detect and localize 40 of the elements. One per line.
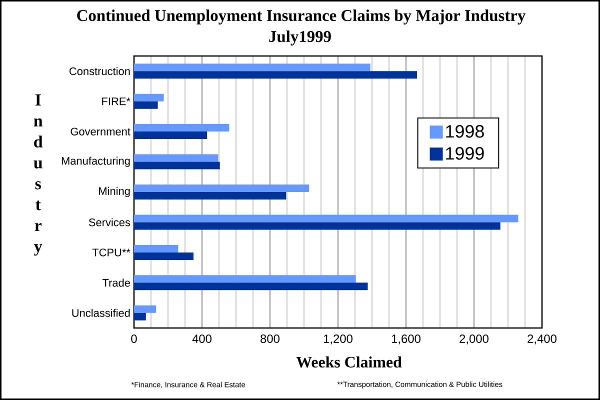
bar xyxy=(134,222,500,230)
x-tick-label: 400 xyxy=(192,334,212,343)
y-tick-label: Mining xyxy=(99,186,130,198)
legend-label: 1999 xyxy=(446,147,484,160)
bar xyxy=(134,275,356,283)
bar xyxy=(134,101,158,109)
bar xyxy=(134,124,230,132)
x-tick-label: 1,600 xyxy=(392,334,420,344)
y-tick-label: FIRE* xyxy=(102,98,130,106)
y-axis-title: Industry xyxy=(34,94,43,256)
x-axis-title: Weeks Claimed xyxy=(296,356,402,368)
legend-label: 1998 xyxy=(446,125,484,138)
y-tick-label: Government xyxy=(70,128,130,136)
y-tick-label: TCPU** xyxy=(92,248,130,256)
bar xyxy=(134,162,220,170)
x-tick-label: 0 xyxy=(131,334,137,343)
x-tick-label: 1,200 xyxy=(324,334,352,344)
y-tick-label: Trade xyxy=(102,278,130,287)
bar xyxy=(134,214,518,222)
y-tick-label: Services xyxy=(88,218,130,226)
bar xyxy=(134,305,156,313)
chart-title: Continued Unemployment Insurance Claims by Major Industry xyxy=(77,10,526,24)
bar xyxy=(134,154,218,162)
y-tick-label: Unclassified xyxy=(72,308,130,317)
y-tick-label: Manufacturing xyxy=(62,156,130,167)
bar xyxy=(134,94,164,102)
chart-subtitle: July1999 xyxy=(269,30,331,46)
x-tick-label: 2,400 xyxy=(528,334,556,344)
bar xyxy=(134,244,178,252)
x-tick-label: 2,000 xyxy=(460,334,488,344)
x-tick-label: 800 xyxy=(260,334,280,343)
bar xyxy=(134,64,370,72)
bar xyxy=(134,312,146,320)
bar xyxy=(134,132,208,140)
bar xyxy=(134,282,368,290)
bar xyxy=(134,192,286,200)
bar xyxy=(134,71,418,79)
bar xyxy=(134,252,194,260)
y-tick-label: Construction xyxy=(70,67,130,76)
bar xyxy=(134,184,310,192)
